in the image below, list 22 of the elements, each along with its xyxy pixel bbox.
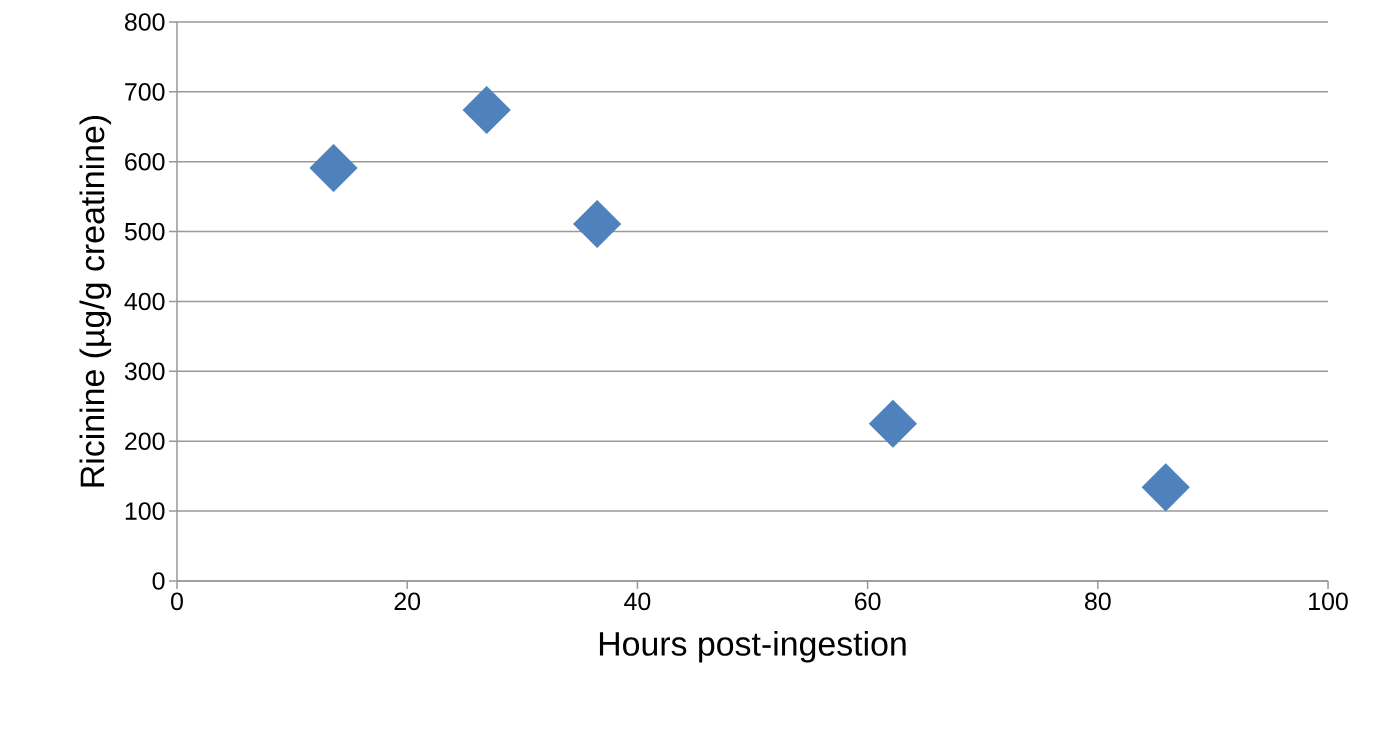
x-tick-label: 80 [1085,592,1111,611]
x-tick-label: 100 [1309,592,1348,611]
y-tick-label: 300 [124,362,165,381]
y-tick-label: 100 [125,502,165,520]
y-tick-label: 500 [124,222,165,241]
x-tick-label: 0 [171,592,183,611]
y-tick-label: 400 [124,292,165,311]
point [309,143,358,193]
y-tick-label: 600 [125,152,165,171]
y-tick-label: 800 [125,13,165,31]
point [462,85,511,135]
point [573,199,622,249]
x-axis-title: Hours post-ingestion [599,630,906,663]
y-tick-label: 0 [152,572,165,590]
y-axis-title: Ricinine (µg/g creatinine) [79,116,112,487]
x-tick-label: 40 [624,592,651,611]
point [868,399,918,448]
x-tick-label: 60 [855,592,881,611]
y-tick-label: 200 [125,432,165,451]
y-tick-label: 700 [125,83,165,101]
point [1141,463,1190,512]
x-tick-label: 20 [394,592,421,611]
